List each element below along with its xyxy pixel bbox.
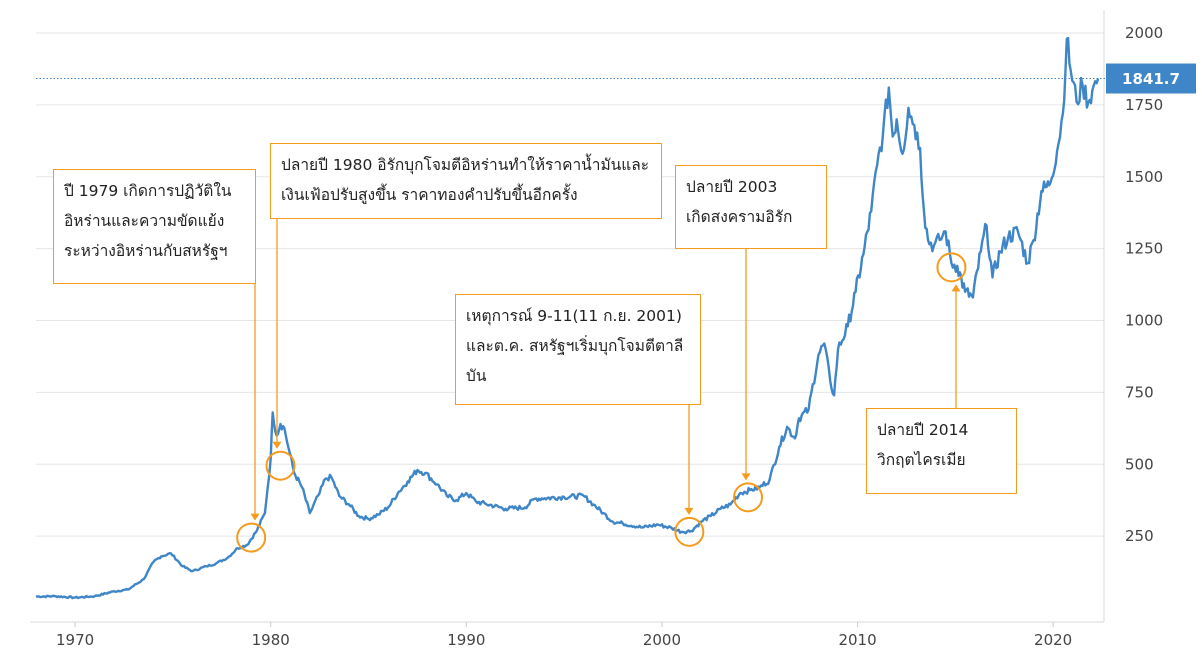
price-tag-box [1106,63,1196,94]
y-tick-label: 1750 [1125,96,1163,114]
annotation-arrowhead [951,284,961,292]
price-tag-label: 1841.7 [1122,70,1180,88]
annotation-connectors [236,219,967,553]
y-tick-label: 250 [1125,527,1154,545]
annotation-circle [733,482,763,513]
x-tick-label: 2020 [1034,631,1072,649]
annotation-iran-revolution: ปี 1979 เกิดการปฏิวัติใน อิหร่านและความข… [53,169,256,284]
annotation-circle [265,450,296,481]
annotation-sept-11: เหตุการณ์ 9-11(11 ก.ย. 2001) และต.ค. สหร… [455,294,701,405]
annotation-line: ปลายปี 1980 อิรักบุกโจมตีอิหร่านทำให้ราค… [281,156,650,174]
annotation-arrowhead [272,441,282,449]
annotation-line: และต.ค. สหรัฐฯเริ่มบุกโจมตีตาลี [466,337,684,355]
annotation-line: วิกฤตไครเมีย [877,451,966,469]
y-tick-label: 750 [1125,383,1154,401]
x-tick-label: 2000 [643,631,681,649]
annotation-line: เงินเฟ้อปรับสูงขึ้น ราคาทองคำปรับขึ้นอีก… [281,186,578,204]
annotation-circle [936,252,967,283]
y-tick-label: 2000 [1125,24,1163,42]
annotation-line: เหตุการณ์ 9-11(11 ก.ย. 2001) [466,307,682,325]
annotation-line: ปลายปี 2014 [877,421,969,439]
annotation-line: ปลายปี 2003 [686,178,778,196]
y-tick-label: 500 [1125,455,1154,473]
annotation-arrowhead [741,473,751,481]
price-tag: 1841.7 [1106,63,1196,94]
annotation-line: อิหร่านและความขัดแย้ง [64,212,225,230]
annotation-iraq-war: ปลายปี 2003 เกิดสงครามอิรัก [675,165,827,249]
y-tick-label: 1500 [1125,168,1163,186]
annotation-iraq-invades-iran: ปลายปี 1980 อิรักบุกโจมตีอิหร่านทำให้ราค… [270,143,662,219]
annotation-line: เกิดสงครามอิรัก [686,208,793,226]
annotation-circle [674,516,705,547]
axes: 250 500 750 1000 1250 1500 1750 2000 1970 1980 199… [30,10,1163,649]
annotation-line: ระหว่างอิหร่านกับสหรัฐฯ [64,242,228,260]
x-tick-label: 2010 [838,631,876,649]
x-tick-label: 1980 [252,631,290,649]
gold-price-line [36,36,1100,600]
annotation-arrowhead [250,513,260,521]
annotation-line: บัน [466,367,487,385]
annotation-arrowhead [684,507,694,515]
annotation-circle [236,522,267,553]
annotation-line: ปี 1979 เกิดการปฏิวัติใน [64,182,232,200]
series-layer [36,36,1100,600]
annotation-crimea-crisis: ปลายปี 2014 วิกฤตไครเมีย [866,408,1017,494]
y-tick-label: 1000 [1125,312,1163,330]
y-tick-label: 1250 [1125,240,1163,258]
x-tick-label: 1990 [447,631,485,649]
x-tick-label: 1970 [56,631,94,649]
